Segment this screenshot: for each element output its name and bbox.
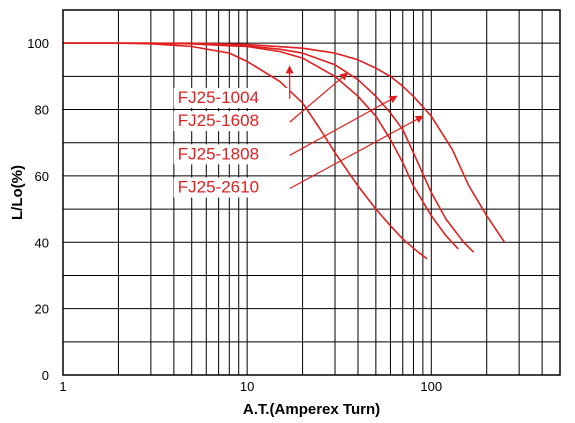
- y-tick-label: 100: [27, 36, 49, 51]
- y-axis-title: L/Lo(%): [9, 165, 26, 220]
- plot-frame: [62, 9, 561, 376]
- x-tick-label: 1: [59, 379, 66, 394]
- series-label-background: [173, 87, 290, 108]
- series-line: [63, 42, 428, 260]
- series-label-arrow: [289, 95, 398, 156]
- series-labels: FJ25-1004 FJ25-1608 FJ25-1808 FJ25-2610: [173, 65, 424, 198]
- tick-labels: 1 10 100 0 20 40 60 80 100: [27, 36, 442, 394]
- series-label-background: [173, 144, 290, 165]
- series-label: FJ25-1608: [178, 111, 259, 130]
- series-label-background: [173, 111, 290, 132]
- series-line: [63, 42, 506, 243]
- series-label-background: [173, 177, 290, 198]
- y-tick-label: 60: [35, 169, 49, 184]
- y-tick-label: 40: [35, 235, 49, 250]
- y-tick-label: 20: [35, 302, 49, 317]
- series-label: FJ25-1808: [178, 144, 259, 163]
- y-tick-label: 0: [42, 368, 49, 383]
- series-lines: [63, 42, 506, 260]
- series-label: FJ25-2610: [178, 178, 259, 197]
- x-axis-title: A.T.(Amperex Turn): [243, 401, 380, 418]
- series-label-arrow: [289, 115, 424, 190]
- x-tick-label: 10: [240, 379, 254, 394]
- series-line: [63, 42, 475, 253]
- x-tick-label: 100: [420, 379, 442, 394]
- series-label-arrow: [289, 72, 349, 123]
- series-label: FJ25-1004: [178, 88, 259, 107]
- grid: [63, 10, 560, 375]
- y-tick-label: 80: [35, 103, 49, 118]
